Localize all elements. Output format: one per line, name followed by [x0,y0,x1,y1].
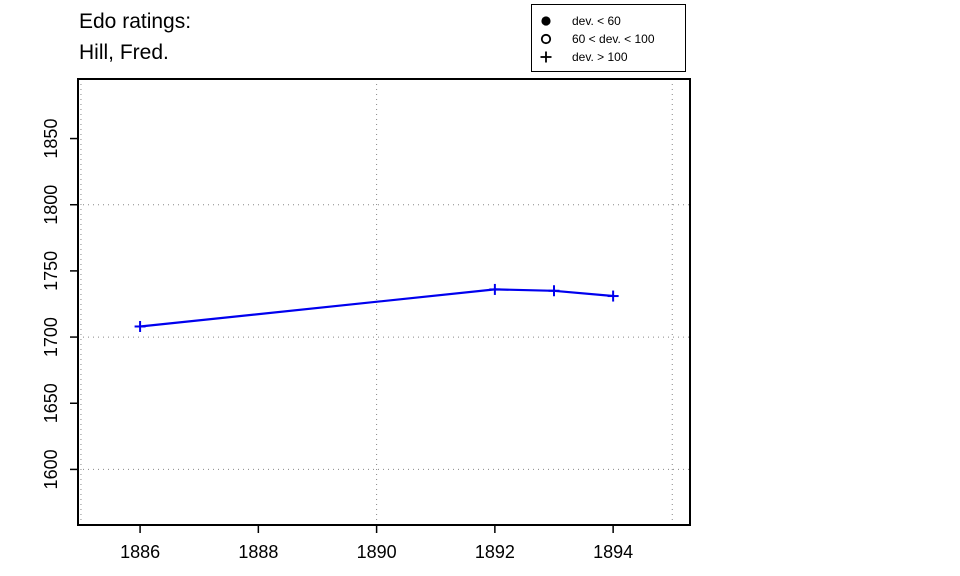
open-circle-icon [540,33,552,45]
legend-entry-open-circle: 60 < dev. < 100 [532,30,685,48]
y-tick-label: 1800 [41,185,61,225]
y-tick-label: 1750 [41,251,61,291]
legend-entry-filled-circle: dev. < 60 [532,12,685,30]
x-tick-label: 1892 [475,542,515,562]
filled-circle-icon [541,16,551,26]
y-tick-label: 1850 [41,119,61,159]
chart-title-line-1: Edo ratings: [79,10,192,33]
x-tick-label: 1886 [120,542,160,562]
plus-icon [540,51,552,63]
y-tick-label: 1650 [41,383,61,423]
x-tick-label: 1890 [357,542,397,562]
grid [78,79,690,525]
y-tick-label: 1700 [41,317,61,357]
legend: dev. < 60 60 < dev. < 100 dev. > 100 [531,4,686,72]
data-point [134,320,146,332]
x-tick-label: 1894 [593,542,633,562]
x-tick-label: 1888 [238,542,278,562]
data-point [489,283,501,295]
chart-title-line-2: Hill, Fred. [79,41,169,64]
plot-frame [77,78,691,526]
data-point [548,285,560,297]
legend-label: dev. < 60 [572,14,621,28]
legend-label: dev. > 100 [572,50,628,64]
series-line [139,288,614,328]
legend-label: 60 < dev. < 100 [572,32,655,46]
axes: 1886 1888 1890 1892 1894 1600 1650 1700 1750 1800… [41,119,633,562]
y-tick-label: 1600 [41,449,61,489]
data-point [607,290,619,302]
legend-entry-plus: dev. > 100 [532,48,685,66]
data-series [134,283,619,332]
